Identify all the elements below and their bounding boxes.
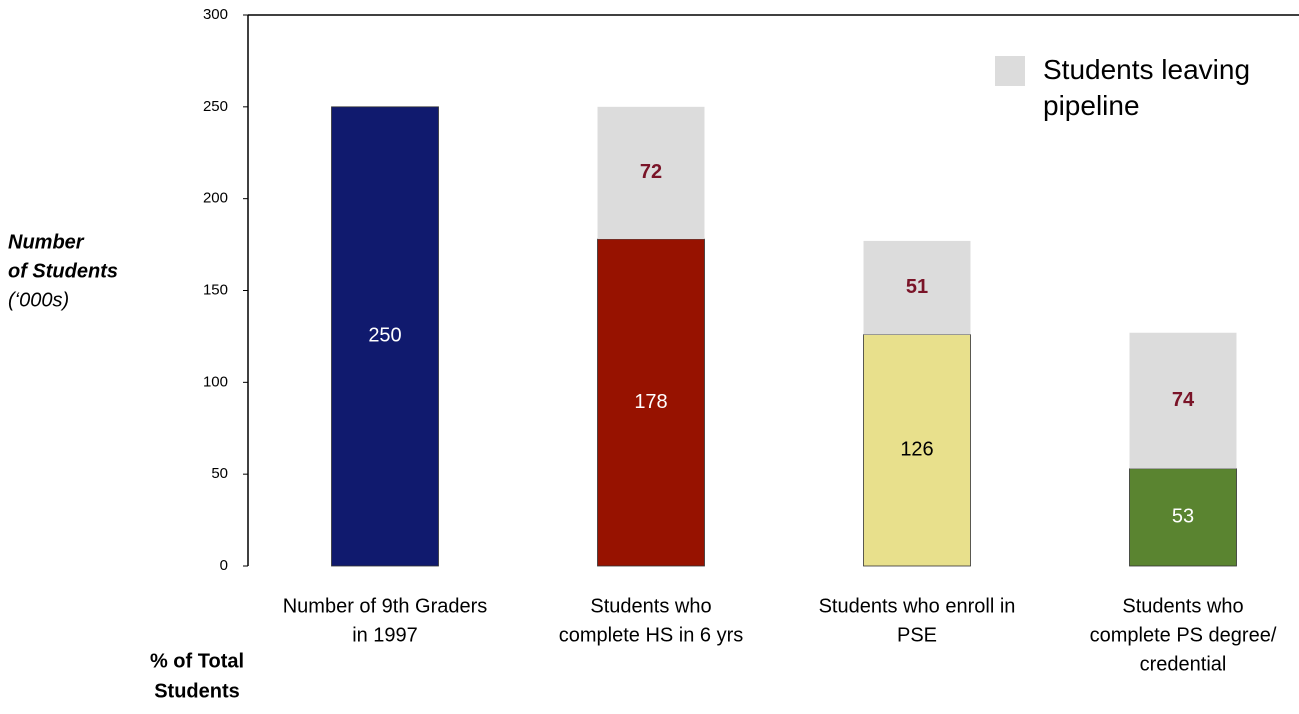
y-tick-label: 200 [203, 190, 228, 207]
legend-label: Students leaving pipeline [1043, 54, 1251, 121]
footer-label: % of Total [150, 650, 244, 672]
x-tick-label: Students who enroll in [819, 595, 1016, 617]
x-tick-label: PSE [897, 624, 937, 646]
leaving-bar [863, 240, 971, 335]
x-tick-label: complete PS degree/ [1090, 624, 1277, 646]
data-label: 74 [1172, 389, 1195, 411]
leaving-bar [1129, 332, 1237, 469]
bar [331, 106, 439, 567]
x-tick-label: credential [1140, 653, 1227, 675]
footer-label: Students [154, 680, 240, 702]
data-label: 250 [368, 325, 401, 347]
y-tick-label: 150 [203, 281, 228, 298]
y-tick-label: 100 [203, 373, 228, 390]
y-axis-label: (‘000s) [8, 289, 69, 311]
data-label: 178 [634, 391, 667, 413]
x-tick-label: in 1997 [352, 624, 418, 646]
y-tick-label: 0 [220, 557, 228, 574]
legend-swatch [995, 56, 1025, 86]
bar [597, 238, 705, 567]
x-tick-label: Students who [1122, 595, 1243, 617]
data-label: 51 [906, 276, 928, 298]
data-label: 72 [640, 161, 662, 183]
x-tick-label: complete HS in 6 yrs [559, 624, 744, 646]
leaving-bar [597, 106, 705, 240]
x-tick-label: Students who [590, 595, 711, 617]
y-tick-label: 300 [203, 6, 228, 23]
y-axis-label: Number [8, 231, 85, 253]
bar [863, 334, 971, 567]
x-tick-label: Number of 9th Graders [283, 595, 488, 617]
data-label: 126 [900, 439, 933, 461]
y-axis-label: of Students [8, 260, 118, 282]
data-label: 53 [1172, 506, 1194, 528]
y-tick-label: 250 [203, 98, 228, 115]
y-tick-label: 50 [211, 465, 228, 482]
